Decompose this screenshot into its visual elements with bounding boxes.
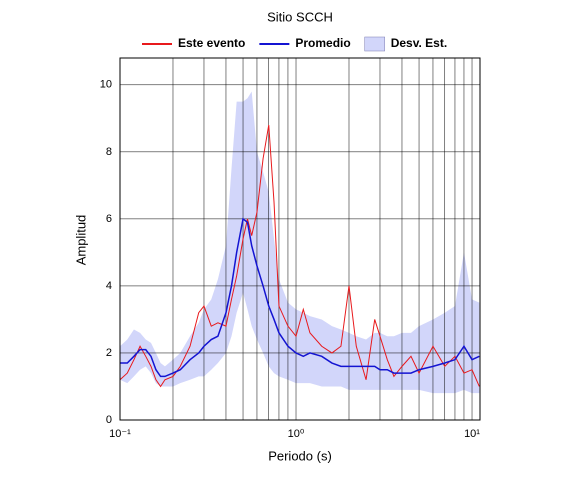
chart-title: Sitio SCCH (267, 9, 333, 24)
y-tick-label: 4 (106, 280, 112, 292)
y-tick-label: 8 (106, 146, 112, 158)
x-tick-label: 10⁻¹ (109, 428, 131, 440)
y-tick-label: 2 (106, 347, 112, 359)
legend-label: Promedio (295, 36, 350, 50)
series-line (120, 217, 480, 378)
y-axis-label: Amplitud (73, 215, 88, 266)
y-tick-label: 0 (106, 414, 112, 426)
legend-swatch (364, 36, 385, 52)
plot-frame (119, 57, 481, 421)
series-line (119, 124, 480, 388)
std-band (120, 91, 480, 394)
x-tick-label: 10⁰ (288, 428, 305, 440)
legend-label: Este evento (178, 36, 245, 50)
legend-label: Desv. Est. (391, 36, 447, 50)
x-tick-label: 10¹ (464, 428, 480, 440)
y-tick-label: 10 (100, 79, 112, 91)
y-tick-label: 6 (106, 213, 112, 225)
x-axis-label: Periodo (s) (268, 448, 332, 463)
